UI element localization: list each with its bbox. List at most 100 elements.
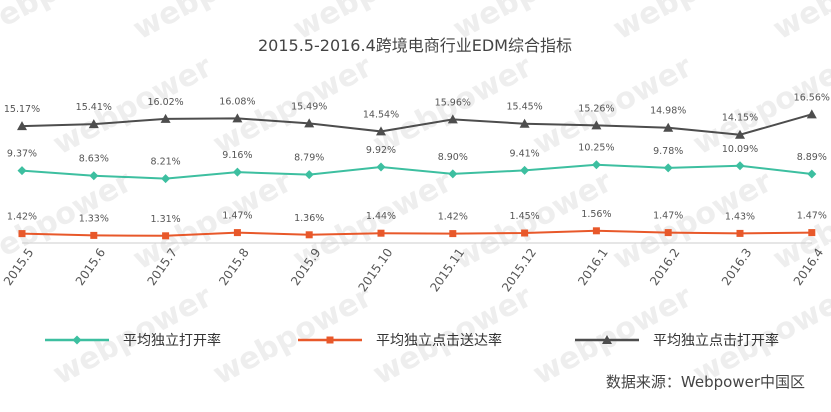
data-point [304,170,314,180]
watermark-text: webpower [607,0,778,47]
legend-marker [602,335,612,344]
data-label: 15.26% [578,103,614,114]
data-point [663,122,674,132]
watermark-text: webpower [0,0,138,47]
legend-label: 平均独立点击打开率 [653,332,779,349]
legend-item: 平均独立打开率 [45,332,221,349]
data-point [376,162,386,172]
data-point [232,167,242,177]
x-tick-labels: 2015.5 2015.6 2015.7 2015.8 2015.9 2015.10 201… [1,246,826,295]
watermark-text: webpower [687,49,831,162]
data-label: 14.54% [363,109,399,120]
data-label: 14.15% [722,113,758,124]
watermark-text: webpower [207,279,378,392]
x-tick-label: 2016.1 [575,246,611,288]
data-label: 1.56% [581,209,611,220]
data-point [591,160,601,170]
x-tick-label: 2015.6 [73,246,109,288]
data-label: 15.49% [291,101,327,112]
data-point [90,231,98,239]
data-label: 9.16% [222,150,252,161]
data-label: 1.36% [294,213,324,224]
data-label: 14.98% [650,106,686,117]
chart-title: 2015.5-2016.4跨境电商行业EDM综合指标 [258,36,572,55]
data-point [377,229,385,237]
data-label: 16.08% [219,96,255,107]
data-point [521,229,529,237]
data-label: 1.47% [797,211,827,222]
data-label: 8.90% [438,152,468,163]
data-label: 15.41% [76,102,112,113]
data-point [304,118,315,128]
data-point [806,109,817,119]
legend-marker [72,335,82,345]
data-point [162,232,170,240]
data-point [233,229,241,237]
data-label: 1.44% [366,211,396,222]
data-label: 9.92% [366,145,396,156]
series-line [21,229,812,237]
data-label: 1.42% [438,212,468,223]
data-label: 8.63% [79,154,109,165]
legend: 平均独立打开率 平均独立点击送达率 平均独立点击打开率 [45,332,779,349]
data-label: 15.96% [435,97,471,108]
data-label: 1.43% [725,211,755,222]
data-label: 9.78% [653,146,683,157]
data-label: 1.31% [151,214,181,225]
data-point [735,129,745,139]
data-point [89,171,99,181]
legend-item: 平均独立点击打开率 [575,332,779,349]
series-0: 9.37% 8.63% 8.21% 9.16% 8.79% 9.92% 8.90% 9.41%… [7,143,827,184]
data-label: 10.09% [722,144,758,155]
data-point [591,120,602,130]
data-point [664,229,672,237]
data-point [376,126,386,136]
data-label: 1.47% [222,211,252,222]
data-label: 1.45% [510,211,540,222]
legend-label: 平均独立点击送达率 [376,332,502,349]
data-point [161,174,171,184]
data-point [449,230,457,238]
data-label: 15.17% [4,104,40,115]
x-tick-label: 2016.3 [719,246,755,288]
data-label: 16.02% [147,97,183,108]
series-1: 1.42% 1.33% 1.31% 1.47% 1.36% 1.44% 1.42% 1.45%… [7,209,827,240]
data-point [592,227,600,235]
data-point [808,229,816,237]
data-point [520,165,530,175]
data-label: 1.42% [7,212,37,223]
data-label: 1.47% [653,211,683,222]
data-label: 8.21% [151,157,181,168]
legend-marker [326,336,334,344]
data-point [519,118,530,128]
data-label: 9.37% [7,149,37,160]
data-point [735,161,745,171]
series-layer: 9.37% 8.63% 8.21% 9.16% 8.79% 9.92% 8.90% 9.41%… [4,92,830,240]
data-point [160,113,171,123]
watermark-text: webpower [767,0,831,47]
series-line [21,163,812,180]
data-point [663,163,673,173]
data-label: 15.45% [506,102,542,113]
data-label: 10.25% [578,143,614,154]
data-label: 8.89% [797,152,827,163]
data-label: 9.41% [510,148,540,159]
data-point [17,166,27,176]
data-point [807,169,817,179]
data-label: 1.33% [79,213,109,224]
x-tick-label: 2015.10 [356,246,396,295]
data-point [736,229,744,237]
data-point [305,231,313,239]
legend-label: 平均独立打开率 [123,332,221,349]
data-point [18,230,26,238]
watermark-text: webpower [47,49,218,162]
series-2: 15.17% 15.41% 16.02% 16.08% 15.49% 14.54% 15.9… [4,92,830,139]
series-line [21,113,813,136]
data-label: 16.56% [794,92,830,103]
legend-item: 平均独立点击送达率 [298,332,502,349]
data-point [232,113,243,123]
data-point [447,114,458,124]
x-tick-label: 2015.8 [216,246,252,288]
data-label: 8.79% [294,153,324,164]
